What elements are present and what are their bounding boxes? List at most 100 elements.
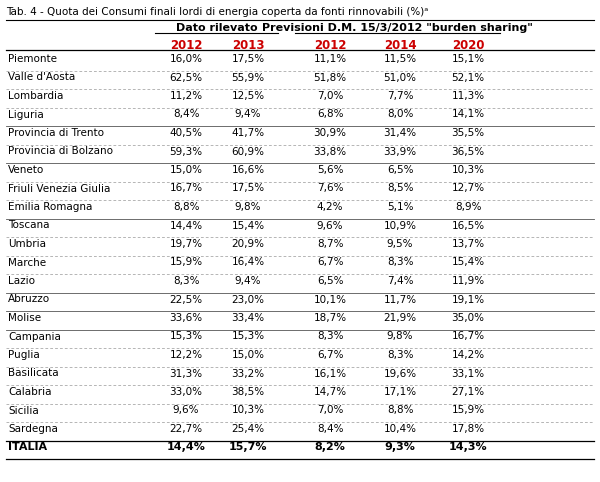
Text: 15,4%: 15,4% [451, 257, 485, 268]
Text: 8,5%: 8,5% [387, 184, 413, 193]
Text: Umbria: Umbria [8, 239, 46, 249]
Text: 52,1%: 52,1% [451, 72, 485, 82]
Text: 11,7%: 11,7% [383, 295, 416, 305]
Text: 14,7%: 14,7% [313, 387, 347, 397]
Text: 9,4%: 9,4% [235, 109, 261, 120]
Text: 35,0%: 35,0% [452, 313, 485, 323]
Text: 5,6%: 5,6% [317, 165, 343, 175]
Text: Previsioni D.M. 15/3/2012 "burden sharing": Previsioni D.M. 15/3/2012 "burden sharin… [262, 23, 533, 33]
Text: 12,7%: 12,7% [451, 184, 485, 193]
Text: 8,3%: 8,3% [387, 257, 413, 268]
Text: 8,9%: 8,9% [455, 202, 481, 212]
Text: 36,5%: 36,5% [451, 147, 485, 157]
Text: Sardegna: Sardegna [8, 424, 58, 434]
Text: Sicilia: Sicilia [8, 405, 39, 415]
Text: ITALIA: ITALIA [8, 442, 47, 453]
Text: Veneto: Veneto [8, 165, 44, 175]
Text: 10,3%: 10,3% [452, 165, 485, 175]
Text: 11,3%: 11,3% [451, 91, 485, 101]
Text: 9,6%: 9,6% [173, 405, 199, 415]
Text: Provincia di Trento: Provincia di Trento [8, 128, 104, 138]
Text: 9,3%: 9,3% [385, 442, 415, 453]
Text: 22,7%: 22,7% [169, 424, 203, 434]
Text: 17,5%: 17,5% [232, 54, 265, 64]
Text: 15,0%: 15,0% [232, 350, 265, 360]
Text: 8,4%: 8,4% [317, 424, 343, 434]
Text: 15,3%: 15,3% [169, 332, 203, 342]
Text: 6,5%: 6,5% [387, 165, 413, 175]
Text: Tab. 4 - Quota dei Consumi finali lordi di energia coperta da fonti rinnovabili : Tab. 4 - Quota dei Consumi finali lordi … [6, 7, 428, 17]
Text: 13,7%: 13,7% [451, 239, 485, 249]
Text: Valle d'Aosta: Valle d'Aosta [8, 72, 75, 82]
Text: 15,9%: 15,9% [451, 405, 485, 415]
Text: 18,7%: 18,7% [313, 313, 347, 323]
Text: 16,4%: 16,4% [232, 257, 265, 268]
Text: 17,8%: 17,8% [451, 424, 485, 434]
Text: 9,8%: 9,8% [387, 332, 413, 342]
Text: 6,8%: 6,8% [317, 109, 343, 120]
Text: 16,1%: 16,1% [313, 369, 347, 378]
Text: 9,4%: 9,4% [235, 276, 261, 286]
Text: 38,5%: 38,5% [232, 387, 265, 397]
Text: Dato rilevato: Dato rilevato [176, 23, 257, 33]
Text: 21,9%: 21,9% [383, 313, 416, 323]
Text: Lazio: Lazio [8, 276, 35, 286]
Text: 14,3%: 14,3% [449, 442, 487, 453]
Text: 9,5%: 9,5% [387, 239, 413, 249]
Text: 31,4%: 31,4% [383, 128, 416, 138]
Text: 6,7%: 6,7% [317, 257, 343, 268]
Text: 33,0%: 33,0% [170, 387, 203, 397]
Text: 8,3%: 8,3% [317, 332, 343, 342]
Text: Basilicata: Basilicata [8, 369, 59, 378]
Text: 16,7%: 16,7% [451, 332, 485, 342]
Text: 5,1%: 5,1% [387, 202, 413, 212]
Text: 7,6%: 7,6% [317, 184, 343, 193]
Text: 40,5%: 40,5% [170, 128, 203, 138]
Text: 15,0%: 15,0% [170, 165, 203, 175]
Text: 60,9%: 60,9% [232, 147, 265, 157]
Text: 22,5%: 22,5% [169, 295, 203, 305]
Text: 15,4%: 15,4% [232, 220, 265, 230]
Text: 17,5%: 17,5% [232, 184, 265, 193]
Text: 2014: 2014 [383, 39, 416, 52]
Text: Abruzzo: Abruzzo [8, 295, 50, 305]
Text: 25,4%: 25,4% [232, 424, 265, 434]
Text: 7,0%: 7,0% [317, 405, 343, 415]
Text: Lombardia: Lombardia [8, 91, 64, 101]
Text: 33,4%: 33,4% [232, 313, 265, 323]
Text: 8,8%: 8,8% [387, 405, 413, 415]
Text: 11,5%: 11,5% [383, 54, 416, 64]
Text: 16,7%: 16,7% [169, 184, 203, 193]
Text: 12,2%: 12,2% [169, 350, 203, 360]
Text: 2020: 2020 [452, 39, 484, 52]
Text: 2012: 2012 [170, 39, 202, 52]
Text: 41,7%: 41,7% [232, 128, 265, 138]
Text: 10,4%: 10,4% [383, 424, 416, 434]
Text: 10,9%: 10,9% [383, 220, 416, 230]
Text: 30,9%: 30,9% [314, 128, 347, 138]
Text: 51,8%: 51,8% [313, 72, 347, 82]
Text: 16,0%: 16,0% [170, 54, 203, 64]
Text: 55,9%: 55,9% [232, 72, 265, 82]
Text: 16,5%: 16,5% [451, 220, 485, 230]
Text: 8,4%: 8,4% [173, 109, 199, 120]
Text: 11,2%: 11,2% [169, 91, 203, 101]
Text: 33,2%: 33,2% [232, 369, 265, 378]
Text: 14,1%: 14,1% [451, 109, 485, 120]
Text: Molise: Molise [8, 313, 41, 323]
Text: 12,5%: 12,5% [232, 91, 265, 101]
Text: 17,1%: 17,1% [383, 387, 416, 397]
Text: Toscana: Toscana [8, 220, 49, 230]
Text: 15,7%: 15,7% [229, 442, 267, 453]
Text: 2012: 2012 [314, 39, 346, 52]
Text: 59,3%: 59,3% [169, 147, 203, 157]
Text: Puglia: Puglia [8, 350, 40, 360]
Text: 33,6%: 33,6% [169, 313, 203, 323]
Text: 62,5%: 62,5% [169, 72, 203, 82]
Text: 10,3%: 10,3% [232, 405, 265, 415]
Text: 27,1%: 27,1% [451, 387, 485, 397]
Text: 8,7%: 8,7% [317, 239, 343, 249]
Text: 7,0%: 7,0% [317, 91, 343, 101]
Text: Piemonte: Piemonte [8, 54, 57, 64]
Text: Friuli Venezia Giulia: Friuli Venezia Giulia [8, 184, 110, 193]
